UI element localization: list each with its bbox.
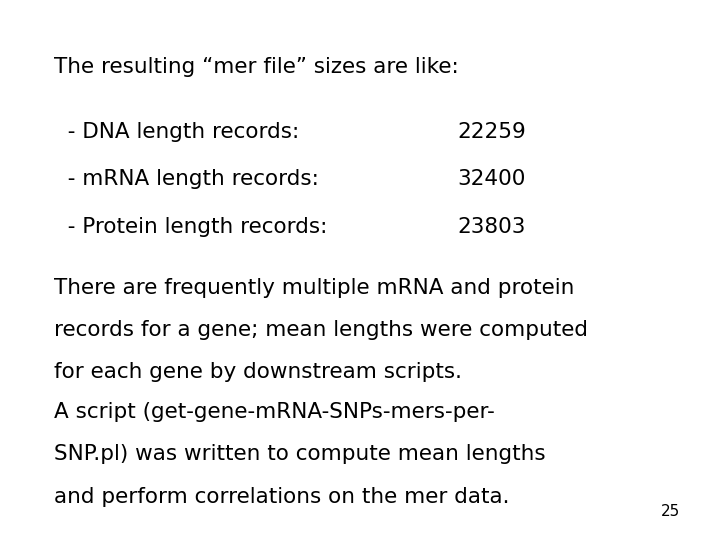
Text: SNP.pl) was written to compute mean lengths: SNP.pl) was written to compute mean leng… [54,444,546,464]
Text: 23803: 23803 [457,217,526,237]
Text: - mRNA length records:: - mRNA length records: [54,169,319,189]
Text: 25: 25 [661,504,680,519]
Text: - Protein length records:: - Protein length records: [54,217,328,237]
Text: - DNA length records:: - DNA length records: [54,122,300,141]
Text: for each gene by downstream scripts.: for each gene by downstream scripts. [54,362,462,382]
Text: A script (get-gene-mRNA-SNPs-mers-per-: A script (get-gene-mRNA-SNPs-mers-per- [54,402,495,422]
Text: records for a gene; mean lengths were computed: records for a gene; mean lengths were co… [54,320,588,340]
Text: The resulting “mer file” sizes are like:: The resulting “mer file” sizes are like: [54,57,459,77]
Text: There are frequently multiple mRNA and protein: There are frequently multiple mRNA and p… [54,278,575,298]
Text: 32400: 32400 [457,169,526,189]
Text: 22259: 22259 [457,122,526,141]
Text: and perform correlations on the mer data.: and perform correlations on the mer data… [54,487,510,507]
